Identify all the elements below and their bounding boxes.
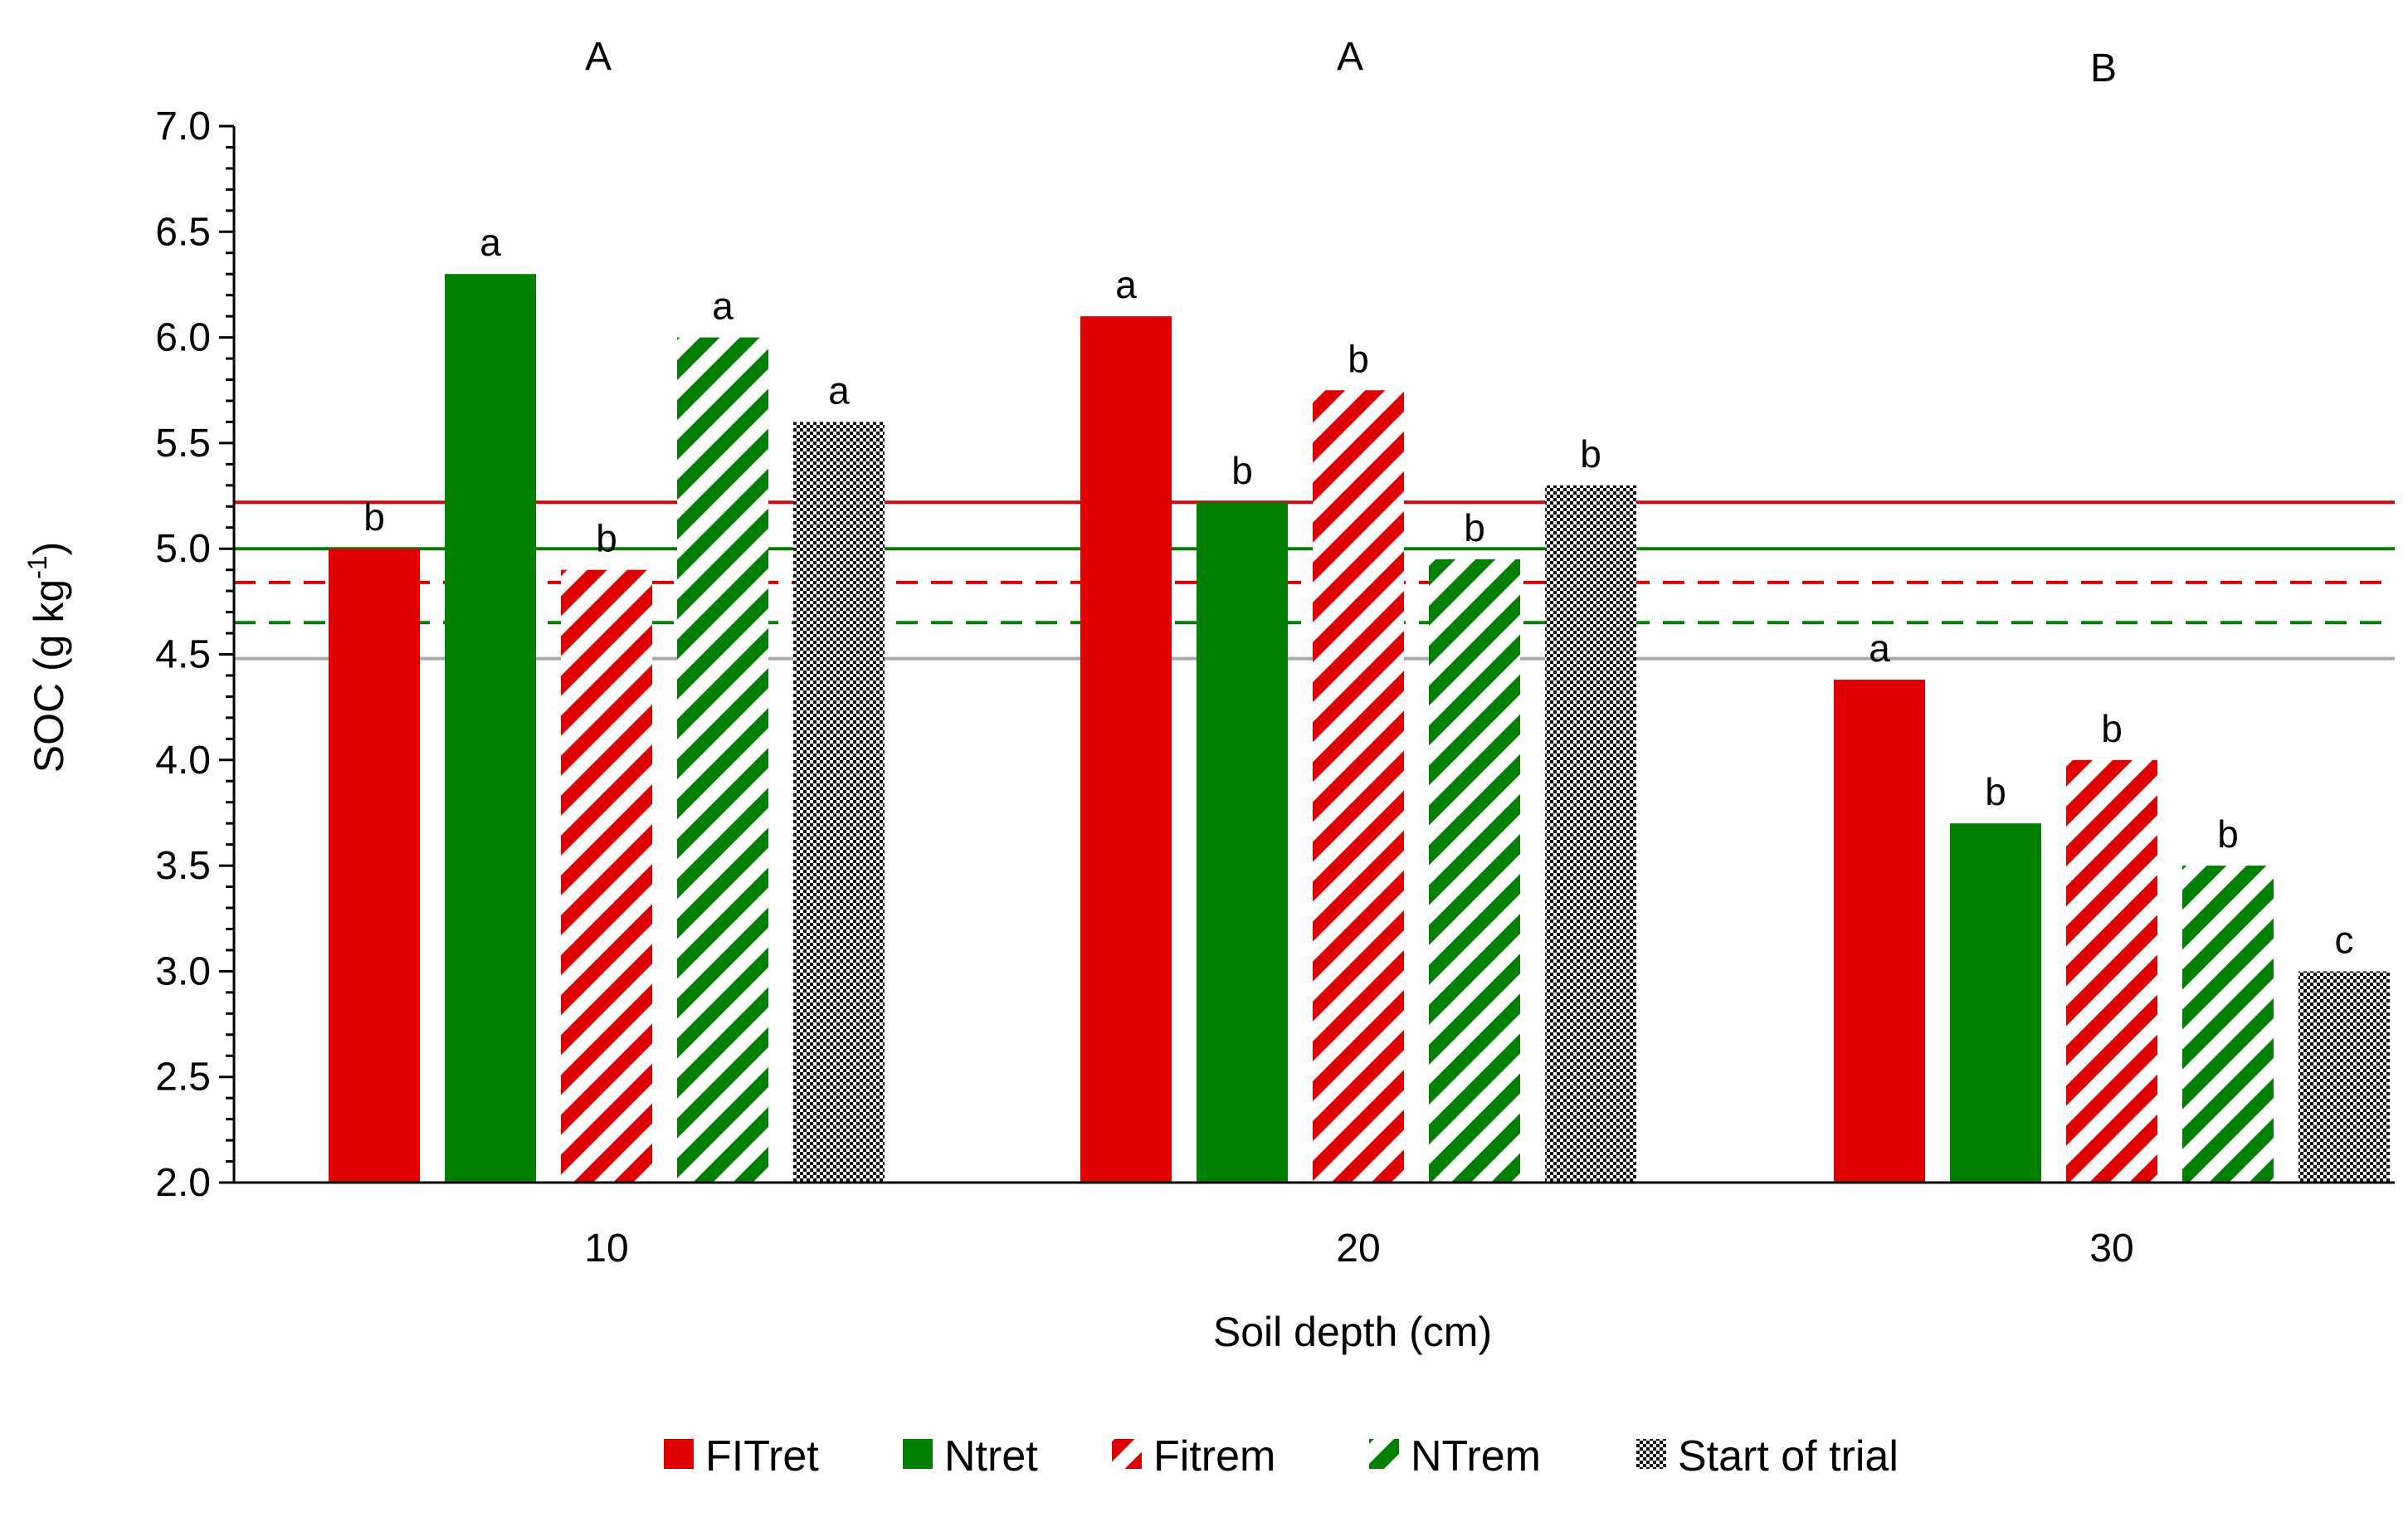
significance-letter: a [1869,627,1890,670]
significance-letter: a [828,368,850,412]
y-tick-label: 2.5 [155,1056,211,1100]
bar-ntret-30 [1950,823,2041,1183]
y-tick-label: 3.5 [155,844,211,888]
bar-start-of-trial-10 [793,422,885,1183]
y-tick-label: 5.0 [155,527,211,571]
y-tick-label: 5.5 [155,422,211,466]
legend-swatch-ntrem [1369,1439,1399,1469]
significance-letter: b [1231,449,1253,492]
significance-letter: b [1464,506,1485,549]
significance-letter: b [363,495,385,539]
significance-letter: b [1580,432,1601,476]
y-tick-label: 3.0 [155,949,211,993]
significance-letter: b [596,517,617,560]
y-tick-label: 4.5 [155,633,211,677]
y-axis-title-sup: -1 [22,555,52,578]
x-tick-label: 10 [584,1227,628,1271]
significance-letter: b [2101,707,2123,750]
bar-fitret-10 [329,549,420,1183]
significance-letter: b [1348,337,1369,380]
x-tick-label: 30 [2089,1227,2133,1271]
legend-label: Ntret [944,1432,1038,1480]
y-axis-title-main: SOC (g kg [26,579,72,773]
bar-fitret-20 [1080,316,1172,1183]
y-tick-label: 6.5 [155,210,211,254]
legend-label: Fitrem [1153,1432,1275,1480]
y-axis-title-close: ) [26,542,72,556]
group-letter: B [2090,46,2117,90]
bar-ntrem-10 [677,337,768,1183]
significance-letter: a [712,285,734,328]
bar-ntret-20 [1197,502,1288,1183]
axes: 2.0 2.5 3.0 3.5 4.0 4.5 5.0 5.5 6.0 6.5 7.0 [155,105,2395,1205]
legend-label: FITret [705,1432,819,1480]
bar-fitrem-20 [1313,390,1404,1183]
bar-ntrem-30 [2182,866,2274,1183]
significance-letter: a [480,221,501,264]
y-tick-label: 7.0 [155,105,211,149]
bars-layer: b a b a a 10 Aa b b b b 20 Aa b b b c 30 B [329,35,2390,1271]
y-tick-label: 6.0 [155,316,211,360]
bar-fitrem-30 [2066,759,2157,1183]
significance-letter: c [2335,918,2354,961]
group-letter: A [1337,35,1363,79]
legend-swatch-fitrem [1112,1439,1142,1469]
legend-label: Start of trial [1678,1432,1899,1480]
bar-start-of-trial-30 [2298,971,2390,1183]
significance-letter: a [1115,263,1137,306]
x-tick-label: 20 [1336,1227,1380,1271]
legend-swatch-start-of-trial [1636,1439,1666,1469]
bar-ntret-10 [445,274,536,1183]
bar-fitrem-10 [561,569,652,1183]
y-tick-label: 4.0 [155,739,211,783]
y-axis-title: SOC (g kg-1) [22,542,72,773]
significance-letter: b [1985,770,2006,813]
x-axis-title: Soil depth (cm) [1213,1309,1492,1355]
legend-swatch-fitret [664,1439,694,1469]
bar-fitret-30 [1834,680,1925,1183]
group-letter: A [585,35,612,79]
legend-swatch-ntret [903,1439,933,1469]
significance-letter: b [2217,812,2239,856]
bar-start-of-trial-20 [1545,485,1636,1183]
legend: FITret Ntret Fitrem NTrem Start of trial [664,1432,1899,1480]
legend-label: NTrem [1411,1432,1541,1480]
y-tick-label: 2.0 [155,1161,211,1205]
bar-ntrem-20 [1429,559,1520,1183]
